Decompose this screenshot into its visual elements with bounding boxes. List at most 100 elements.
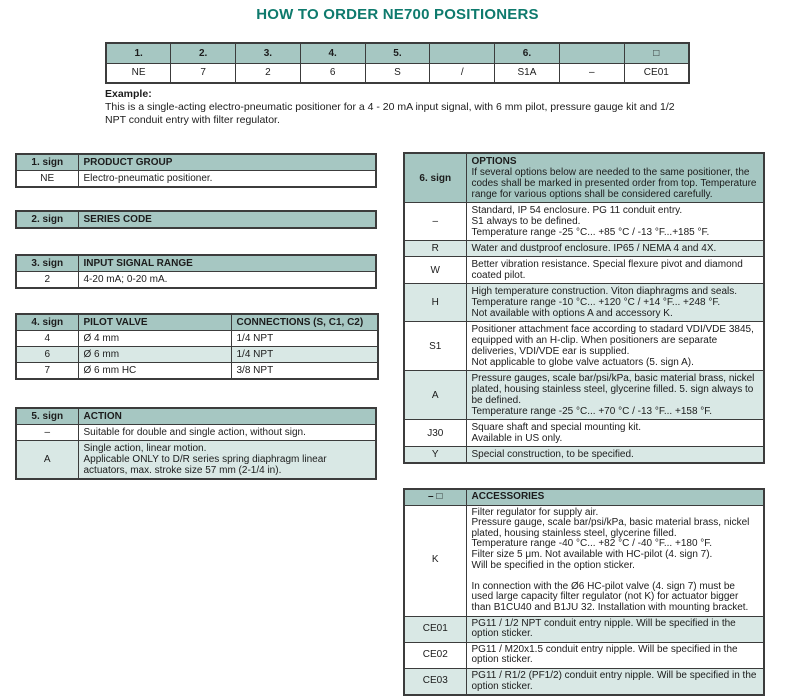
order-value-cell: NE: [105, 62, 172, 84]
description-cell: Water and dustproof enclosure. IP65 / NE…: [465, 240, 765, 257]
sign-label-cell: 6. sign: [403, 152, 467, 203]
order-value-cell: 7: [170, 62, 237, 84]
page-title: HOW TO ORDER NE700 POSITIONERS: [256, 6, 539, 23]
input-signal-range-table: 3. sign INPUT SIGNAL RANGE 2 4-20 mA; 0-…: [15, 254, 377, 289]
table-row: CE02 PG11 / M20x1.5 conduit entry nipple…: [403, 641, 765, 669]
table-row: S1 Positioner attachment face according …: [403, 321, 765, 371]
table-row: – Standard, IP 54 enclosure. PG 11 condu…: [403, 202, 765, 241]
code-cell: W: [403, 256, 467, 284]
code-cell: 6: [15, 346, 79, 363]
table-heading-cell: ACCESSORIES: [465, 488, 765, 506]
table-header-row: 6. sign OPTIONS If several options below…: [403, 152, 765, 203]
description-cell: Electro-pneumatic positioner.: [77, 170, 377, 188]
table-header-row: – □ ACCESSORIES: [403, 488, 765, 506]
description-cell: Special construction, to be specified.: [465, 446, 765, 464]
connection-cell: 1/4 NPT: [230, 346, 379, 363]
table-row: H High temperature construction. Viton d…: [403, 283, 765, 322]
sign-label-cell: 4. sign: [15, 313, 79, 331]
table-row: J30 Square shaft and special mounting ki…: [403, 419, 765, 447]
description-cell: Square shaft and special mounting kit. A…: [465, 419, 765, 447]
table-header-row: 4. sign PILOT VALVE CONNECTIONS (S, C1, …: [15, 313, 379, 331]
description-cell: PG11 / M20x1.5 conduit entry nipple. Wil…: [465, 641, 765, 669]
order-header-row: 1. 2. 3. 4. 5. 6. □: [105, 42, 690, 64]
example-label: Example:: [105, 88, 152, 100]
order-value-cell: S: [364, 62, 431, 84]
order-header-cell: [558, 42, 625, 64]
code-cell: H: [403, 283, 467, 322]
description-cell: Filter regulator for supply air. Pressur…: [465, 504, 765, 617]
description-cell: Pressure gauges, scale bar/psi/kPa, basi…: [465, 370, 765, 420]
description-cell: PG11 / R1/2 (PF1/2) conduit entry nipple…: [465, 667, 765, 696]
order-value-cell: S1A: [494, 62, 560, 84]
sign-label-cell: – □: [403, 488, 467, 506]
code-cell: J30: [403, 419, 467, 447]
order-header-cell: 1.: [105, 42, 172, 64]
code-cell: R: [403, 240, 467, 257]
order-code-table: 1. 2. 3. 4. 5. 6. □ NE 7 2 6 S / S1A –: [105, 42, 690, 84]
description-cell: Suitable for double and single action, w…: [77, 424, 377, 441]
description-cell: High temperature construction. Viton dia…: [465, 283, 765, 322]
code-cell: –: [403, 202, 467, 241]
order-header-cell: 4.: [299, 42, 366, 64]
table-row: W Better vibration resistance. Special f…: [403, 256, 765, 284]
order-value-cell: 6: [299, 62, 366, 84]
table-heading-cell: INPUT SIGNAL RANGE: [77, 254, 377, 272]
table-row: A Pressure gauges, scale bar/psi/kPa, ba…: [403, 370, 765, 420]
table-row: NE Electro-pneumatic positioner.: [15, 170, 377, 188]
table-heading-cell: OPTIONS If several options below are nee…: [465, 152, 765, 203]
code-cell: S1: [403, 321, 467, 371]
code-cell: CE02: [403, 641, 467, 669]
order-header-cell: 6.: [494, 42, 560, 64]
code-cell: 2: [15, 271, 79, 289]
code-cell: A: [403, 370, 467, 420]
connection-cell: 3/8 NPT: [230, 362, 379, 380]
code-cell: –: [15, 424, 79, 441]
table-header-row: 1. sign PRODUCT GROUP: [15, 153, 377, 171]
options-table: 6. sign OPTIONS If several options below…: [403, 152, 765, 464]
description-cell: Single action, linear motion. Applicable…: [77, 440, 377, 480]
table-row: – Suitable for double and single action,…: [15, 424, 377, 441]
code-cell: 4: [15, 330, 79, 347]
table-heading-cell: PRODUCT GROUP: [77, 153, 377, 171]
order-header-cell: 2.: [170, 42, 237, 64]
code-cell: CE03: [403, 667, 467, 696]
order-header-cell-square-icon: □: [623, 42, 690, 64]
table-header-row: 3. sign INPUT SIGNAL RANGE: [15, 254, 377, 272]
accessories-table: – □ ACCESSORIES K Filter regulator for s…: [403, 488, 765, 697]
code-cell: A: [15, 440, 79, 480]
order-value-cell: –: [558, 62, 625, 84]
order-value-cell: CE01: [623, 62, 690, 84]
description-cell: Ø 6 mm: [77, 346, 232, 363]
table-row: 7 Ø 6 mm HC 3/8 NPT: [15, 362, 379, 380]
example-text: This is a single-acting electro-pneumati…: [105, 100, 675, 126]
sign-label-cell: 1. sign: [15, 153, 79, 171]
table-heading-cell: SERIES CODE: [77, 210, 377, 229]
table-row: 2 4-20 mA; 0-20 mA.: [15, 271, 377, 289]
options-heading: OPTIONS: [471, 156, 517, 167]
description-cell: Better vibration resistance. Special fle…: [465, 256, 765, 284]
code-cell: NE: [15, 170, 79, 188]
pilot-valve-table: 4. sign PILOT VALVE CONNECTIONS (S, C1, …: [15, 313, 379, 380]
order-value-cell: 2: [235, 62, 301, 84]
description-cell: 4-20 mA; 0-20 mA.: [77, 271, 377, 289]
product-group-table: 1. sign PRODUCT GROUP NE Electro-pneumat…: [15, 153, 377, 188]
options-heading-note: If several options below are needed to t…: [471, 167, 757, 200]
order-value-cell: /: [429, 62, 496, 84]
table-row: 6 Ø 6 mm 1/4 NPT: [15, 346, 379, 363]
table-row: K Filter regulator for supply air. Press…: [403, 504, 765, 617]
connections-heading-cell: CONNECTIONS (S, C1, C2): [230, 313, 379, 331]
order-value-row: NE 7 2 6 S / S1A – CE01: [105, 62, 690, 84]
table-row: Y Special construction, to be specified.: [403, 446, 765, 464]
table-heading-cell: ACTION: [77, 407, 377, 425]
connection-cell: 1/4 NPT: [230, 330, 379, 347]
table-row: R Water and dustproof enclosure. IP65 / …: [403, 240, 765, 257]
code-cell: 7: [15, 362, 79, 380]
table-row: CE01 PG11 / 1/2 NPT conduit entry nipple…: [403, 615, 765, 643]
description-cell: Positioner attachment face according to …: [465, 321, 765, 371]
series-code-table: 2. sign SERIES CODE: [15, 210, 377, 229]
action-table: 5. sign ACTION – Suitable for double and…: [15, 407, 377, 480]
example-block: Example: This is a single-acting electro…: [105, 88, 695, 126]
code-cell: CE01: [403, 615, 467, 643]
table-row: A Single action, linear motion. Applicab…: [15, 440, 377, 480]
